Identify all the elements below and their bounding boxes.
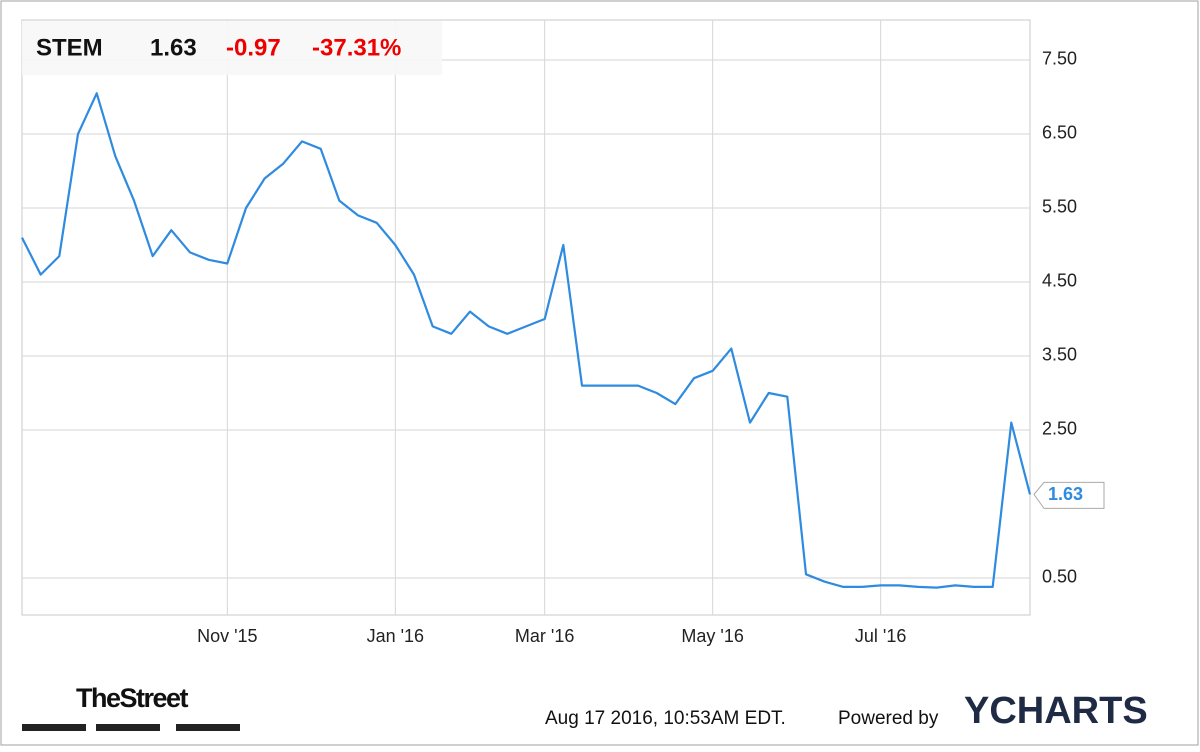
- x-tick-label: Jul '16: [855, 626, 906, 646]
- y-tick-label: 7.50: [1042, 49, 1077, 69]
- timestamp: Aug 17 2016, 10:53AM EDT.: [545, 708, 786, 729]
- symbol: STEM: [36, 34, 103, 61]
- x-tick-label: Jan '16: [367, 626, 424, 646]
- logo-bar: [22, 724, 86, 731]
- logo-bar: [96, 724, 160, 731]
- y-tick-label: 6.50: [1042, 123, 1077, 143]
- x-tick-label: May '16: [681, 626, 743, 646]
- y-tick-label: 4.50: [1042, 271, 1077, 291]
- x-tick-label: Mar '16: [515, 626, 574, 646]
- y-tick-label: 2.50: [1042, 419, 1077, 439]
- x-tick-label: Nov '15: [197, 626, 257, 646]
- y-tick-label: 0.50: [1042, 567, 1077, 587]
- change: -0.97: [226, 34, 281, 61]
- quote-box: [22, 21, 442, 75]
- last-value-label: 1.63: [1048, 484, 1083, 504]
- powered-by: Powered by: [838, 708, 939, 729]
- price-line: [21, 92, 1032, 589]
- y-tick-label: 3.50: [1042, 345, 1077, 365]
- logo: TheStreet: [76, 683, 189, 713]
- change-pct: -37.31%: [312, 34, 401, 61]
- plot-area: [21, 19, 1031, 616]
- y-tick-label: 5.50: [1042, 197, 1077, 217]
- last-value-flag: [1033, 481, 1105, 509]
- brand: YCHARTS: [964, 690, 1148, 732]
- price: 1.63: [150, 34, 197, 61]
- logo-bar: [176, 724, 240, 731]
